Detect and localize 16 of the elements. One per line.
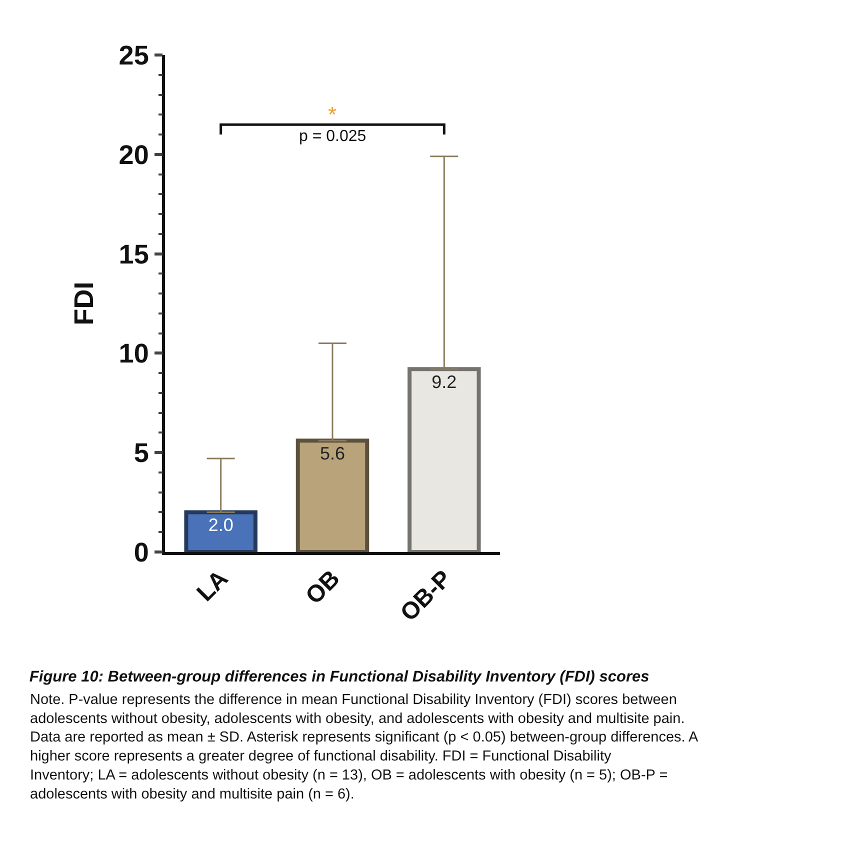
y-tick-label: 25 xyxy=(118,40,149,70)
y-tick-label: 15 xyxy=(118,239,149,270)
data-label: 9.2 xyxy=(432,372,457,392)
annotation: p = 0.025 xyxy=(299,128,366,145)
x-tick-label: LA xyxy=(192,565,234,607)
y-tick-label: 20 xyxy=(118,140,149,170)
y-axis-title: FDI xyxy=(68,282,99,326)
x-tick-label: OB xyxy=(300,565,346,610)
y-tick-label: 10 xyxy=(118,338,149,369)
text: Figure 10: Between-group differences in Functional Disability Inventory (FDI) scores xyxy=(29,668,650,686)
y-tick-label: 0 xyxy=(134,537,149,568)
text: Note. P-value represents the difference in mean Functional Disability Inventory (FDI) scores between adolescents without obesity, adolescents with obesity, and adolescents with obesity and multisite pain. Data are reported as mean ± SD. Asterisk represents significant (p < 0.05) between-group differences. A higher score represents a greater degree of functional disability. FDI = Functional Disability Inventory; LA = adolescents without obesity (n = 13), OB = adolescents with obesity (n = 5); OB-P = adolescents with obesity and multisite pain (n = 6). xyxy=(30,692,699,802)
data-label: 5.6 xyxy=(320,444,346,464)
data-label: 2.0 xyxy=(208,515,234,536)
y-tick-label: 5 xyxy=(134,438,149,468)
annotation: * xyxy=(328,102,337,127)
